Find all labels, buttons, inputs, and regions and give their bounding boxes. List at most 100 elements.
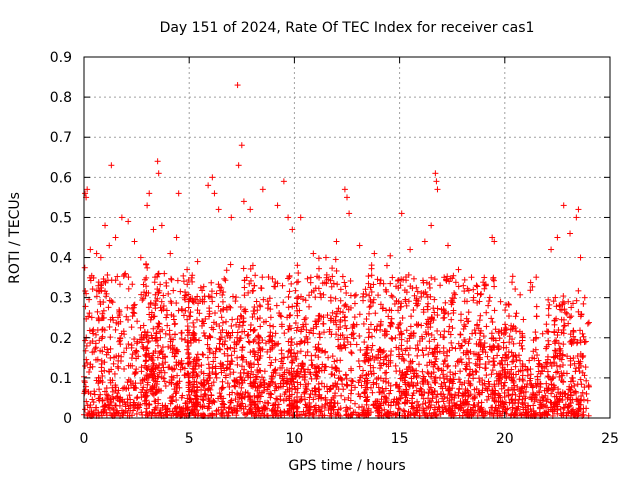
data-point	[307, 274, 314, 281]
data-point	[582, 364, 589, 371]
data-point	[144, 202, 151, 209]
data-point	[579, 369, 586, 376]
data-point	[400, 407, 407, 414]
data-point	[194, 307, 201, 314]
data-point	[450, 272, 457, 279]
data-point	[483, 309, 490, 316]
data-point	[247, 277, 254, 284]
data-point	[215, 206, 222, 213]
data-point	[388, 292, 395, 299]
data-point	[464, 298, 471, 305]
data-point	[505, 313, 512, 320]
data-point	[154, 286, 161, 293]
data-point	[122, 401, 129, 408]
data-point	[213, 374, 220, 381]
data-point	[238, 384, 245, 391]
data-point	[570, 355, 577, 362]
data-point	[316, 334, 323, 341]
data-point	[355, 412, 362, 419]
data-point	[118, 214, 125, 221]
data-point	[520, 316, 527, 323]
data-point	[421, 238, 428, 245]
data-point	[356, 363, 363, 370]
y-axis-label: ROTI / TECUs	[7, 192, 23, 284]
data-point	[512, 363, 519, 370]
data-point	[307, 279, 314, 286]
data-point	[144, 329, 151, 336]
data-point	[124, 304, 131, 311]
data-point	[342, 283, 349, 290]
data-point	[573, 297, 580, 304]
data-point	[387, 252, 394, 259]
data-point	[233, 294, 240, 301]
data-point	[476, 336, 483, 343]
data-point	[477, 291, 484, 298]
data-point	[552, 340, 559, 347]
data-point	[155, 170, 162, 177]
data-point	[182, 289, 189, 296]
data-point	[259, 274, 266, 281]
data-point	[166, 331, 173, 338]
data-point	[194, 351, 201, 358]
data-point	[369, 333, 376, 340]
data-point	[398, 210, 405, 217]
data-point	[292, 287, 299, 294]
data-point	[389, 293, 396, 300]
data-point	[458, 311, 465, 318]
data-point	[89, 286, 96, 293]
data-point	[456, 385, 463, 392]
data-point	[137, 254, 144, 261]
data-point	[483, 372, 490, 379]
data-point	[341, 279, 348, 286]
data-point	[579, 389, 586, 396]
y-tick-label: 0.9	[50, 50, 72, 66]
data-point	[410, 307, 417, 314]
data-point	[500, 344, 507, 351]
data-point	[101, 344, 108, 351]
data-point	[272, 383, 279, 390]
data-point	[274, 396, 281, 403]
data-point	[140, 322, 147, 329]
data-point	[577, 327, 584, 334]
data-point	[530, 402, 537, 409]
data-point	[168, 275, 175, 282]
data-point	[575, 206, 582, 213]
data-point	[501, 379, 508, 386]
data-point	[178, 335, 185, 342]
data-point	[348, 349, 355, 356]
data-point	[208, 279, 215, 286]
data-point	[134, 318, 141, 325]
data-point	[87, 246, 94, 253]
data-point	[224, 380, 231, 387]
data-point	[295, 270, 302, 277]
data-point	[125, 274, 132, 281]
data-point	[86, 310, 93, 317]
y-tick-label: 0.6	[50, 170, 72, 186]
data-point	[442, 309, 449, 316]
data-point	[534, 373, 541, 380]
data-point	[115, 365, 122, 372]
data-point	[272, 279, 279, 286]
data-point	[157, 334, 164, 341]
data-point	[163, 314, 170, 321]
data-point	[513, 356, 520, 363]
data-point	[365, 273, 372, 280]
data-point	[110, 360, 117, 367]
data-point	[200, 329, 207, 336]
data-point	[448, 339, 455, 346]
data-point	[562, 309, 569, 316]
chart-title: Day 151 of 2024, Rate Of TEC Index for r…	[160, 20, 535, 36]
data-point	[335, 305, 342, 312]
data-point	[281, 330, 288, 337]
data-point	[366, 310, 373, 317]
data-point	[265, 400, 272, 407]
data-point	[287, 342, 294, 349]
data-point	[337, 297, 344, 304]
data-point	[271, 283, 278, 290]
data-point	[144, 339, 151, 346]
data-point	[564, 395, 571, 402]
data-point	[250, 327, 257, 334]
data-point	[81, 264, 88, 271]
data-point	[331, 358, 338, 365]
data-point	[363, 397, 370, 404]
